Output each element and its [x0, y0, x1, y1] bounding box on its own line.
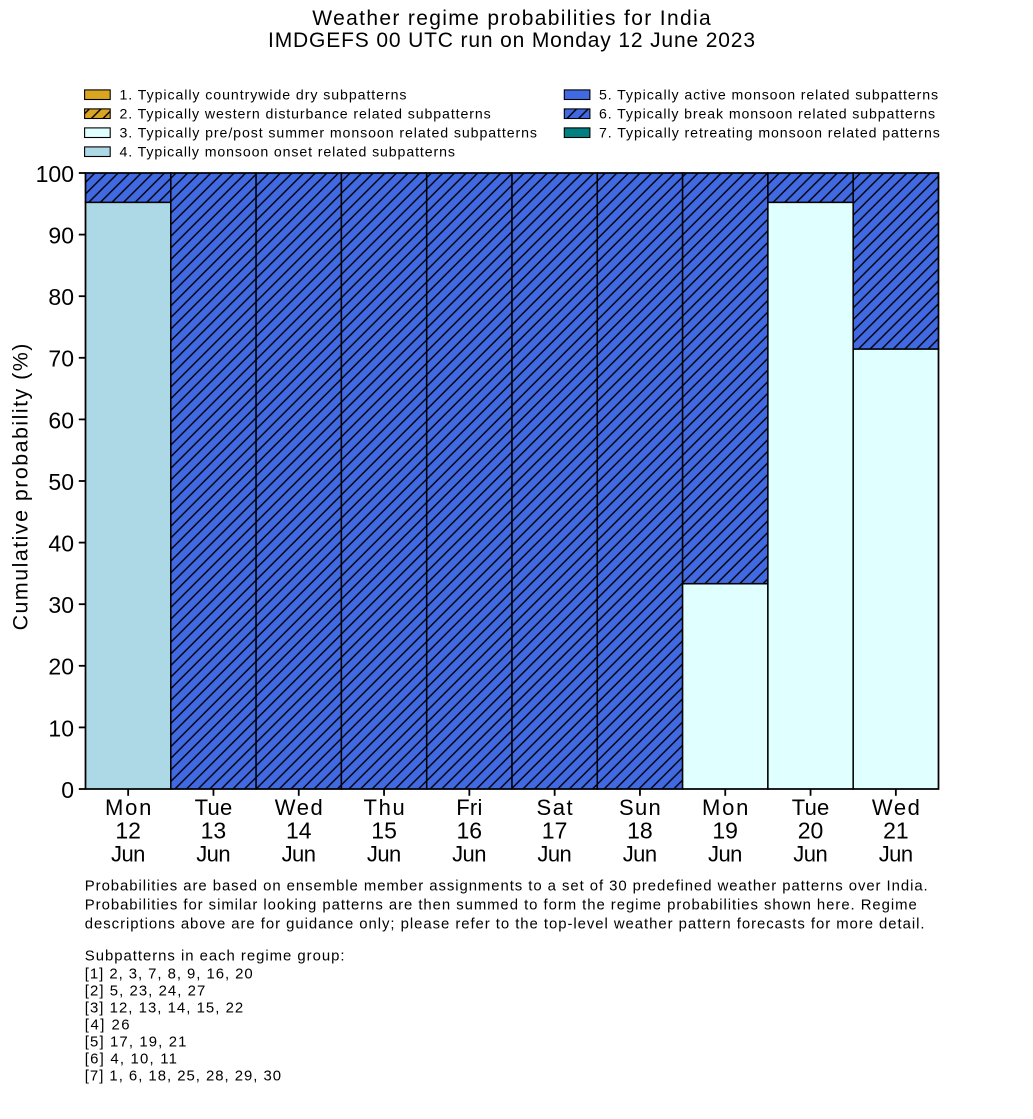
svg-text:Thu: Thu	[363, 795, 404, 820]
svg-text:descriptions above are for gui: descriptions above are for guidance only…	[85, 917, 925, 933]
svg-text:Jun: Jun	[452, 842, 486, 867]
svg-text:3. Typically pre/post summer m: 3. Typically pre/post summer monsoon rel…	[120, 125, 538, 141]
svg-text:60: 60	[48, 407, 74, 433]
svg-text:17: 17	[542, 817, 568, 843]
svg-text:Probabilities are based on ens: Probabilities are based on ensemble memb…	[85, 879, 928, 895]
svg-text:2. Typically western disturban: 2. Typically western disturbance related…	[120, 106, 491, 122]
svg-text:4. Typically monsoon onset rel: 4. Typically monsoon onset related subpa…	[120, 144, 455, 160]
svg-text:Mon: Mon	[702, 795, 748, 820]
svg-text:12: 12	[115, 817, 141, 843]
svg-text:50: 50	[48, 469, 74, 495]
svg-text:18: 18	[627, 817, 653, 843]
svg-text:Jun: Jun	[196, 842, 230, 867]
svg-text:Tue: Tue	[792, 795, 830, 820]
svg-text:Jun: Jun	[708, 842, 742, 867]
svg-text:19: 19	[712, 817, 738, 843]
svg-text:Jun: Jun	[793, 842, 827, 867]
svg-text:30: 30	[48, 592, 74, 618]
svg-text:10: 10	[48, 715, 74, 741]
svg-text:Wed: Wed	[275, 795, 323, 820]
svg-text:Jun: Jun	[282, 842, 316, 867]
svg-text:Jun: Jun	[537, 842, 571, 867]
svg-text:5. Typically active monsoon re: 5. Typically active monsoon related subp…	[599, 87, 938, 103]
svg-text:Wed: Wed	[872, 795, 920, 820]
svg-text:Tue: Tue	[195, 795, 233, 820]
svg-text:Sat: Sat	[537, 795, 573, 820]
svg-text:40: 40	[48, 531, 74, 557]
svg-text:Probabilities for similar look: Probabilities for similar looking patter…	[85, 898, 917, 914]
svg-text:0: 0	[61, 777, 74, 803]
svg-text:15: 15	[371, 817, 397, 843]
svg-text:Weather regime probabilities f: Weather regime probabilities for India	[312, 7, 711, 30]
svg-text:70: 70	[48, 346, 74, 372]
svg-text:20: 20	[48, 654, 74, 680]
svg-text:Jun: Jun	[879, 842, 913, 867]
svg-text:[3] 12, 13, 14, 15, 22: [3] 12, 13, 14, 15, 22	[85, 1001, 243, 1017]
svg-text:[7] 1, 6, 18, 25, 28, 29, 30: [7] 1, 6, 18, 25, 28, 29, 30	[85, 1069, 281, 1085]
svg-text:[5] 17, 19, 21: [5] 17, 19, 21	[85, 1035, 187, 1051]
svg-text:Subpatterns in each regime gro: Subpatterns in each regime group:	[85, 948, 345, 964]
svg-text:[1] 2, 3, 7, 8, 9, 16, 20: [1] 2, 3, 7, 8, 9, 16, 20	[85, 967, 253, 983]
svg-text:20: 20	[798, 817, 824, 843]
svg-text:Sun: Sun	[619, 795, 661, 820]
svg-text:IMDGEFS 00 UTC run on Monday 1: IMDGEFS 00 UTC run on Monday 12 June 202…	[268, 29, 755, 52]
svg-text:13: 13	[201, 817, 227, 843]
svg-text:21: 21	[883, 817, 909, 843]
svg-text:Jun: Jun	[111, 842, 145, 867]
svg-text:1. Typically countrywide dry s: 1. Typically countrywide dry subpatterns	[120, 87, 407, 103]
svg-text:80: 80	[48, 284, 74, 310]
svg-text:[6] 4, 10, 11: [6] 4, 10, 11	[85, 1052, 177, 1068]
svg-text:Fri: Fri	[456, 795, 482, 820]
svg-text:Cumulative probability (%): Cumulative probability (%)	[9, 344, 33, 631]
svg-text:90: 90	[48, 223, 74, 249]
svg-text:16: 16	[457, 817, 483, 843]
svg-text:[4] 26: [4] 26	[85, 1018, 130, 1034]
svg-text:Jun: Jun	[623, 842, 657, 867]
svg-text:7. Typically retreating monsoo: 7. Typically retreating monsoon related …	[599, 125, 940, 141]
svg-text:Mon: Mon	[105, 795, 151, 820]
svg-text:6. Typically break monsoon rel: 6. Typically break monsoon related subpa…	[599, 106, 935, 122]
svg-text:100: 100	[36, 161, 74, 187]
svg-text:14: 14	[286, 817, 312, 843]
svg-text:Jun: Jun	[367, 842, 401, 867]
svg-text:[2] 5, 23, 24, 27: [2] 5, 23, 24, 27	[85, 984, 206, 1000]
